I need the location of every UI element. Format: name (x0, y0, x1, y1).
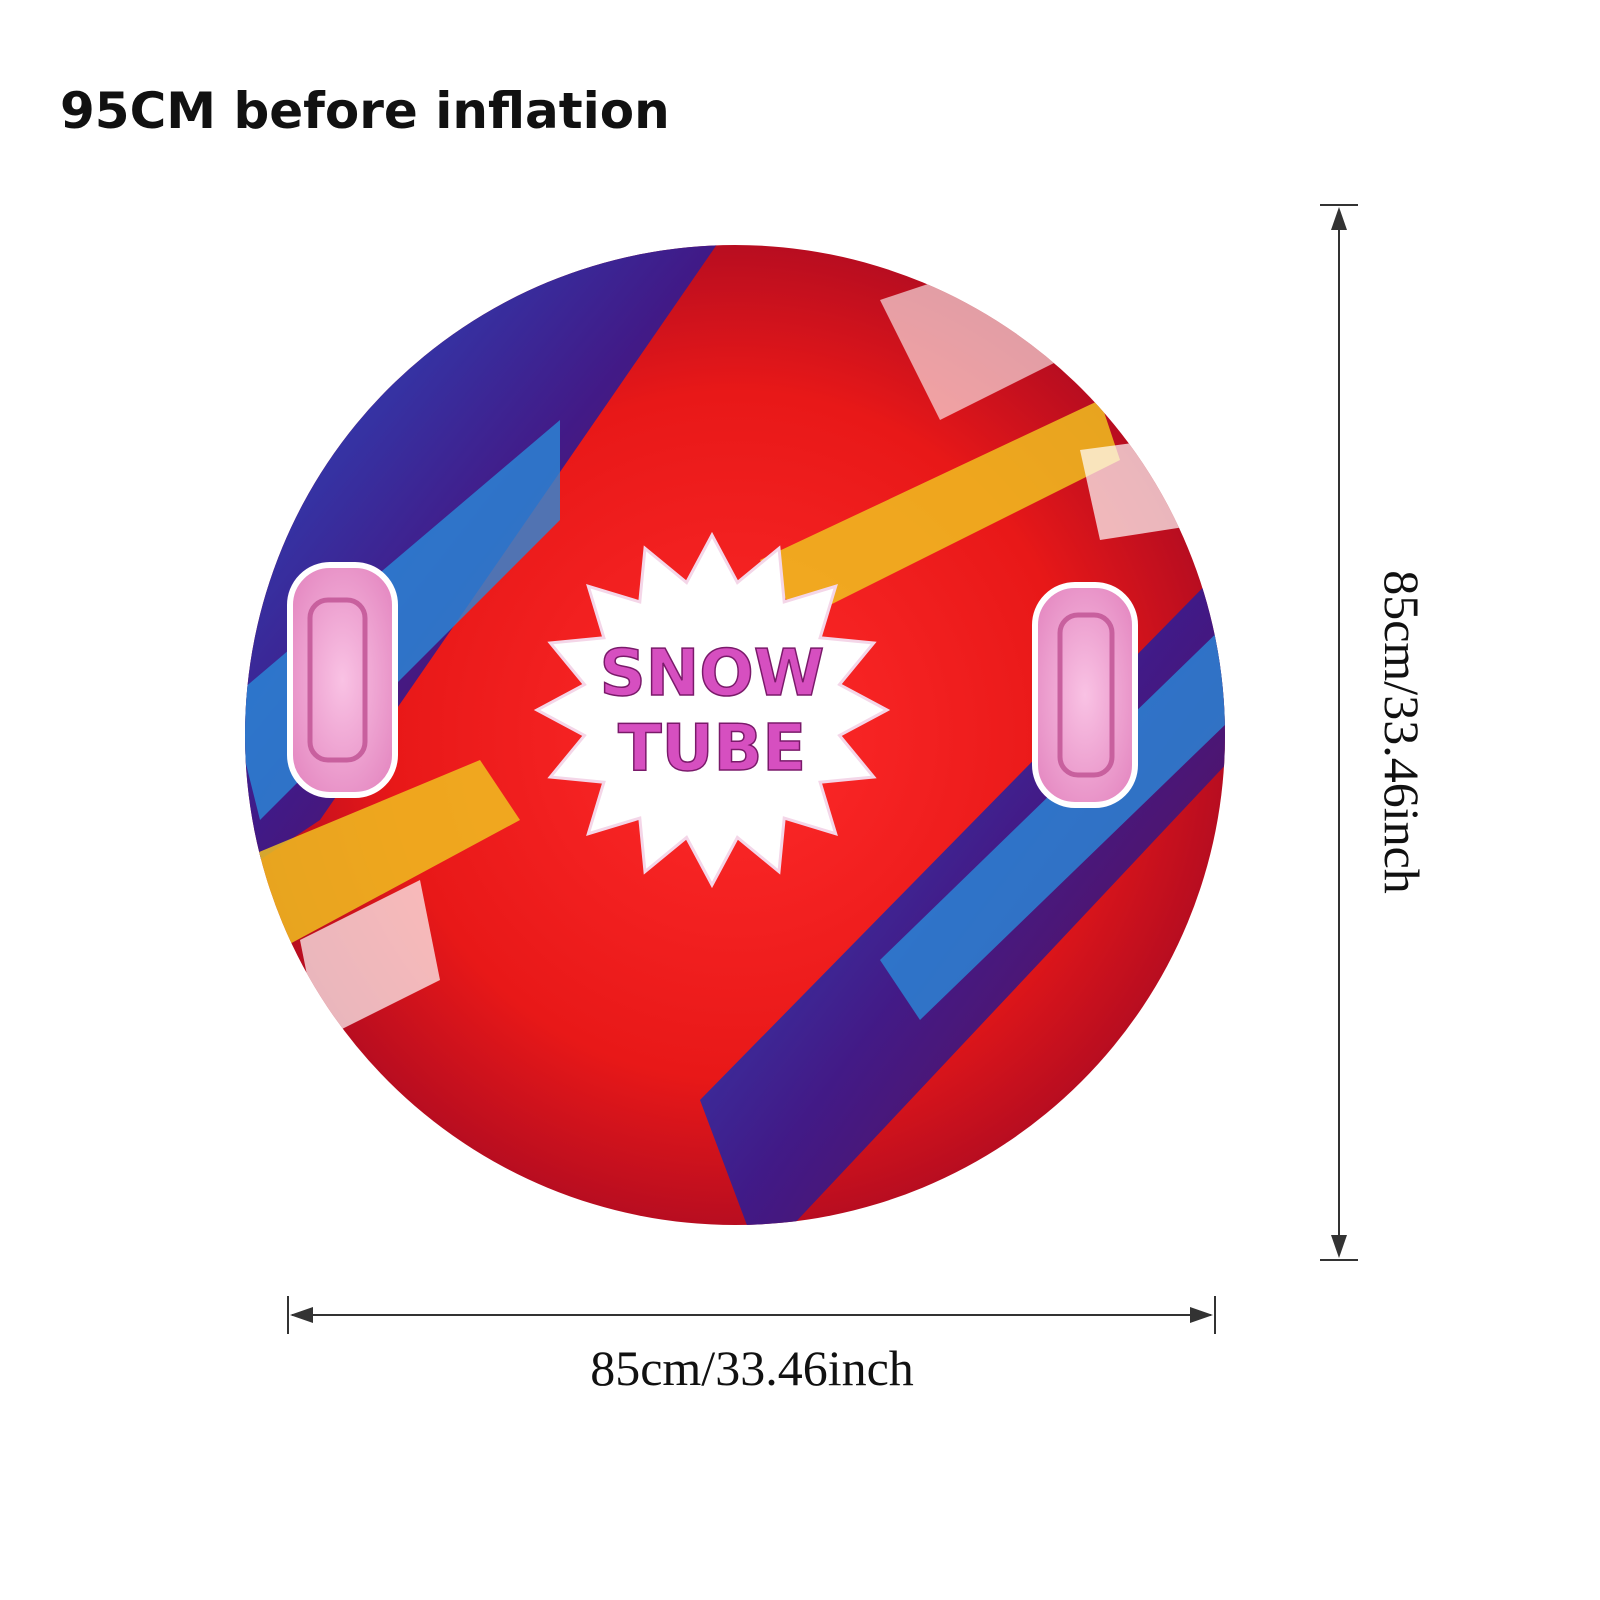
title: 95CM before inflation (60, 82, 670, 140)
right-handle (1032, 582, 1138, 808)
starburst (533, 531, 891, 889)
width-label: 85cm/33.46inch (590, 1340, 914, 1396)
brand-line-1: SNOW (600, 637, 825, 711)
snow-tube: SNOW TUBE (245, 245, 1225, 1225)
height-dimension (1320, 204, 1358, 1261)
brand-line-2: TUBE (618, 712, 806, 786)
height-label: 85cm/33.46inch (1374, 570, 1430, 894)
left-handle (287, 562, 398, 798)
width-dimension (287, 1296, 1216, 1334)
